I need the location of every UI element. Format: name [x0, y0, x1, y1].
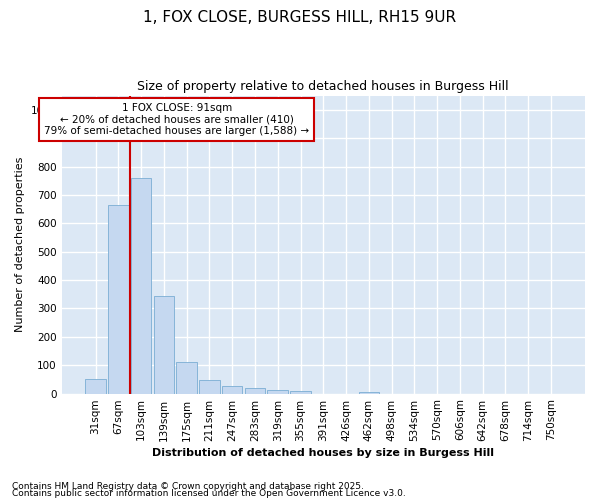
Bar	[154, 296, 174, 394]
Bar	[290, 392, 311, 394]
Text: Contains public sector information licensed under the Open Government Licence v3: Contains public sector information licen…	[12, 489, 406, 498]
Text: 1, FOX CLOSE, BURGESS HILL, RH15 9UR: 1, FOX CLOSE, BURGESS HILL, RH15 9UR	[143, 10, 457, 25]
Text: 1 FOX CLOSE: 91sqm
← 20% of detached houses are smaller (410)
79% of semi-detach: 1 FOX CLOSE: 91sqm ← 20% of detached hou…	[44, 103, 309, 136]
Bar	[359, 392, 379, 394]
Bar	[245, 388, 265, 394]
Title: Size of property relative to detached houses in Burgess Hill: Size of property relative to detached ho…	[137, 80, 509, 93]
Bar	[85, 379, 106, 394]
Bar	[222, 386, 242, 394]
Text: Contains HM Land Registry data © Crown copyright and database right 2025.: Contains HM Land Registry data © Crown c…	[12, 482, 364, 491]
Bar	[176, 362, 197, 394]
X-axis label: Distribution of detached houses by size in Burgess Hill: Distribution of detached houses by size …	[152, 448, 494, 458]
Bar	[199, 380, 220, 394]
Bar	[131, 178, 151, 394]
Y-axis label: Number of detached properties: Number of detached properties	[15, 157, 25, 332]
Bar	[268, 390, 288, 394]
Bar	[108, 205, 128, 394]
